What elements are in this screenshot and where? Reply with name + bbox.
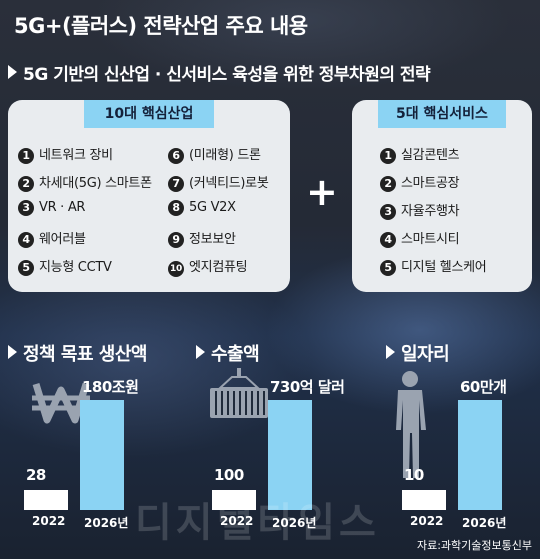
service-item: 5 디지털 헬스케어 [380,256,487,276]
industry-item: 3 VR · AR [18,200,85,216]
number-badge: 1 [380,148,396,164]
data-label: 60만개 [460,378,507,396]
subtitle: 5G 기반의 신산업 · 신서비스 육성을 위한 정부차원의 전략 [8,60,431,85]
chart-title: 정책 목표 생산액 [8,340,147,366]
number-badge: 1 [18,148,34,164]
person-icon [392,370,428,484]
number-badge: 4 [380,232,396,248]
x-tick-label: 2022 [410,514,444,528]
triangle-bullet-icon [196,345,205,359]
chart-bar [80,400,124,510]
container-icon [206,368,272,424]
x-tick-label: 2026년 [84,516,129,530]
number-badge: 3 [380,204,396,220]
chart-title-text: 일자리 [401,344,450,365]
x-tick-label: 2026년 [462,516,507,530]
chart-bar [268,400,312,510]
triangle-bullet-icon [386,345,395,359]
data-label: 180조원 [82,378,139,396]
data-label: 28 [26,466,46,484]
industry-label: 5G V2X [189,200,236,215]
number-badge: 2 [380,176,396,192]
chart-bar [212,490,256,510]
number-badge: 7 [168,176,184,192]
service-item: 2 스마트공장 [380,172,460,192]
number-badge: 9 [168,232,184,248]
data-label: 730억 달러 [270,378,345,396]
chart-bar [458,400,502,510]
number-badge: 2 [18,176,34,192]
watermark: 디지털타임스 [135,500,380,546]
industry-item: 9 정보보안 [168,228,236,248]
service-label: 스마트공장 [401,176,460,191]
number-badge: 10 [168,261,184,277]
industry-item: 8 5G V2X [168,200,236,216]
industry-label: 지능형 CCTV [39,260,112,275]
industry-item: 7 (커넥티드)로봇 [168,172,269,192]
triangle-bullet-icon [8,65,17,79]
subtitle-text: 5G 기반의 신산업 · 신서비스 육성을 위한 정부차원의 전략 [23,65,431,85]
triangle-bullet-icon [8,345,17,359]
industry-item: 4 웨어러블 [18,228,86,248]
industry-item: 5 지능형 CCTV [18,256,112,276]
chart-title-text: 정책 목표 생산액 [23,344,147,365]
service-item: 3 자율주행차 [380,200,460,220]
page-title: 5G+(플러스) 전략산업 주요 내용 [14,14,308,38]
core-industries-panel: 10대 핵심산업 1 네트워크 장비 2 차세대(5G) 스마트폰 3 VR · AR 4 웨… [8,100,290,292]
number-badge: 5 [18,260,34,276]
service-label: 실감콘텐츠 [401,148,460,163]
industry-label: 웨어러블 [39,232,86,247]
plus-icon: + [306,170,338,214]
number-badge: 8 [168,200,184,216]
service-label: 스마트시티 [401,232,460,247]
number-badge: 4 [18,232,34,248]
industry-label: 엣지컴퓨팅 [189,260,248,275]
chart-bar [24,490,68,510]
industry-label: 정보보안 [189,232,236,247]
x-tick-label: 2022 [220,514,254,528]
chart-title: 일자리 [386,340,450,366]
data-label: 10 [404,466,424,484]
x-tick-label: 2026년 [272,516,317,530]
source-note: 자료:과학기술정보통신부 [416,539,532,552]
number-badge: 5 [380,260,396,276]
industry-item: 10 엣지컴퓨팅 [168,256,248,277]
chart-title-text: 수출액 [211,344,260,365]
chart-bar [402,490,446,510]
service-label: 자율주행차 [401,204,460,219]
number-badge: 6 [168,148,184,164]
number-badge: 3 [18,200,34,216]
chart-title: 수출액 [196,340,260,366]
service-item: 1 실감콘텐츠 [380,144,460,164]
core-services-panel: 5대 핵심서비스 1 실감콘텐츠 2 스마트공장 3 자율주행차 4 스마트시티 5 디지털 헬스… [352,100,532,292]
industry-item: 6 (미래형) 드론 [168,144,261,164]
core-industries-header: 10대 핵심산업 [84,100,214,128]
data-label: 100 [214,466,244,484]
industry-label: (커넥티드)로봇 [189,176,269,191]
x-tick-label: 2022 [32,514,66,528]
industry-label: (미래형) 드론 [189,148,261,163]
industry-item: 1 네트워크 장비 [18,144,113,164]
industry-item: 2 차세대(5G) 스마트폰 [18,172,152,192]
service-label: 디지털 헬스케어 [401,260,487,275]
service-item: 4 스마트시티 [380,228,460,248]
industry-label: VR · AR [39,200,86,215]
industry-label: 차세대(5G) 스마트폰 [39,176,152,191]
industry-label: 네트워크 장비 [39,148,113,163]
core-services-header: 5대 핵심서비스 [378,100,506,128]
